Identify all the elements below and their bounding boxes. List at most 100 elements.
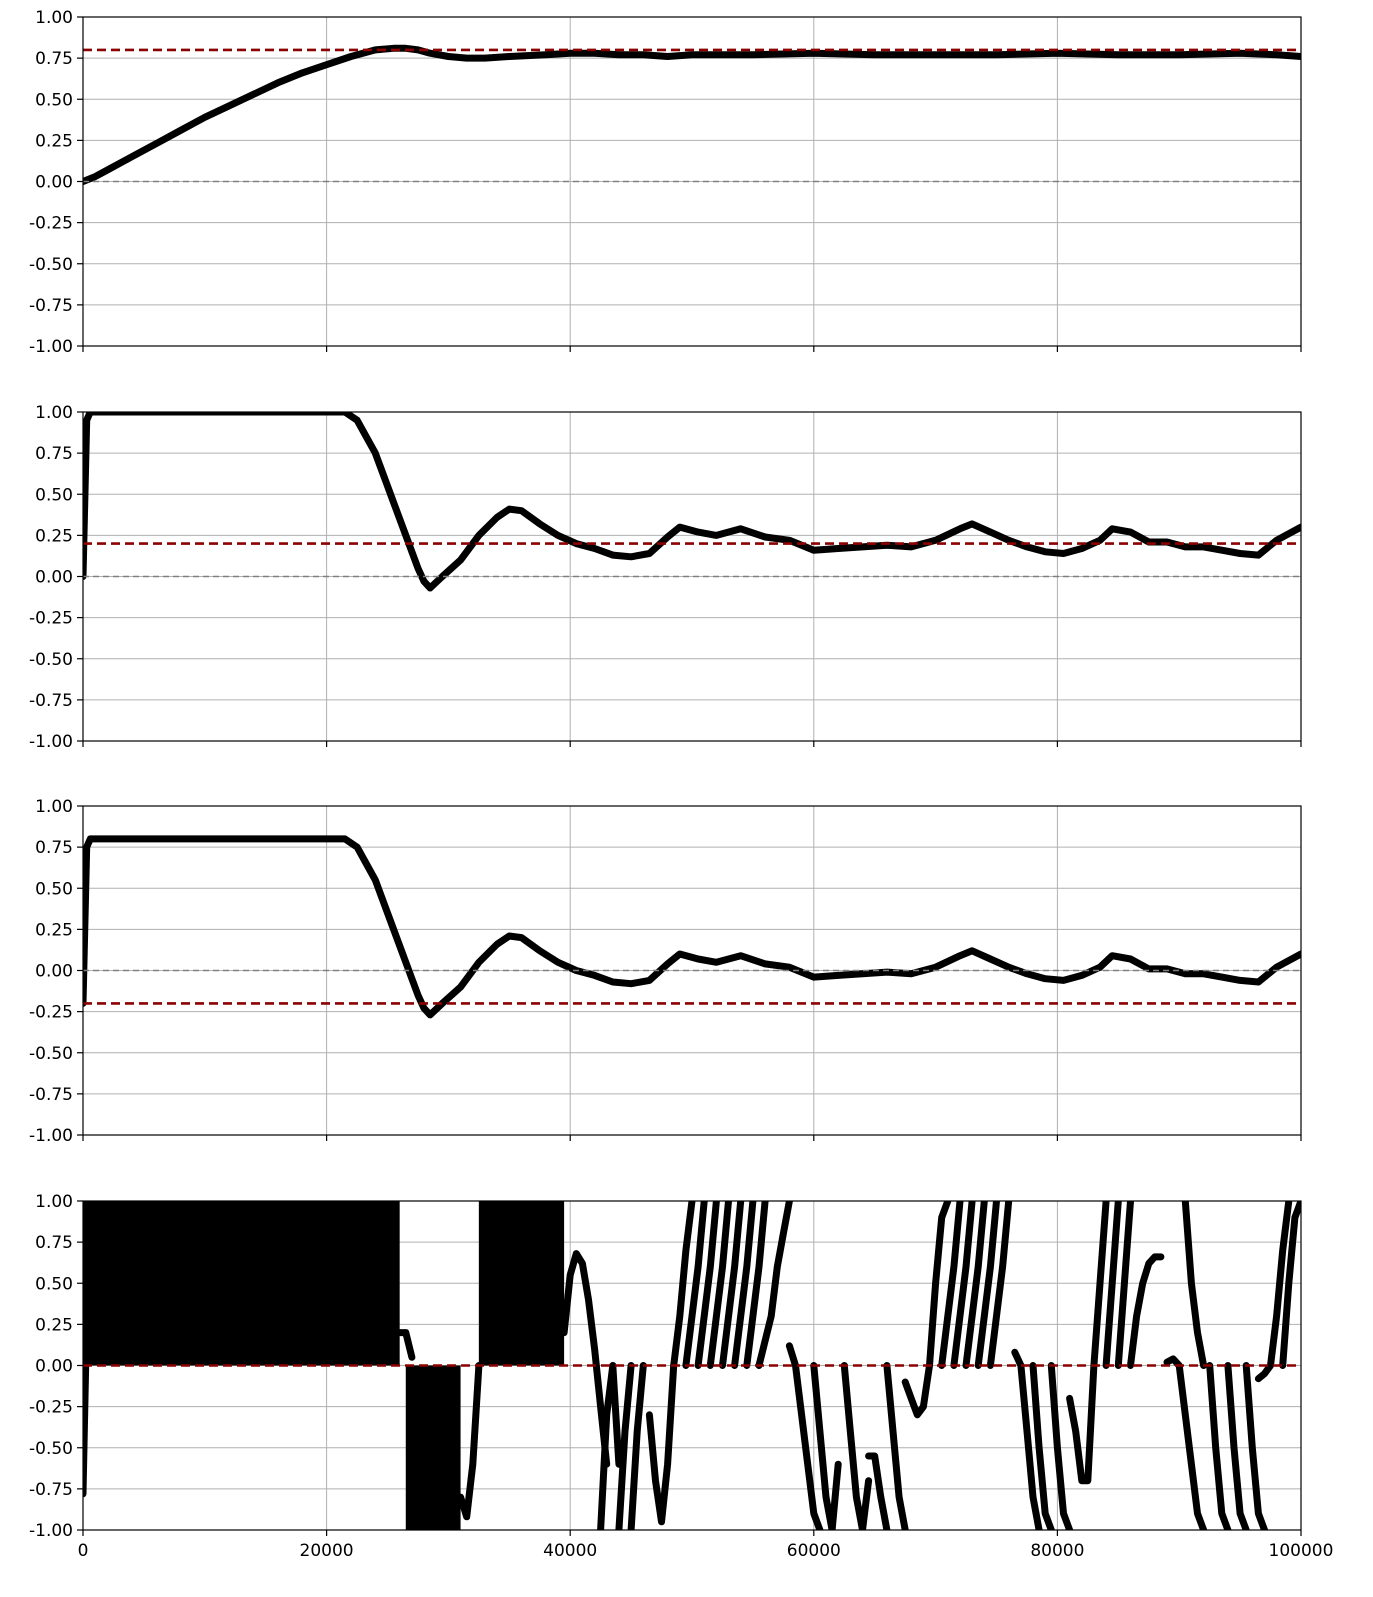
x-tick-label: 20000: [300, 1541, 354, 1561]
series-line: [1224, 1362, 1250, 1530]
series-line: [755, 1201, 793, 1369]
y-tick-label: 1.00: [35, 403, 73, 423]
y-tick-label: -1.00: [29, 732, 73, 752]
y-tick-label: -0.50: [29, 255, 73, 275]
series-line: [810, 1362, 842, 1530]
series-line: [1102, 1201, 1122, 1369]
series-line: [1279, 1201, 1301, 1369]
y-tick-label: -0.75: [29, 296, 73, 316]
dense-band: [405, 1365, 461, 1530]
series-line: [1127, 1253, 1165, 1369]
series-line: [938, 1201, 964, 1369]
y-tick-label: -1.00: [29, 1126, 73, 1146]
panel-2: 1.00 0.75 0.50 0.25 0.00 -0.25 -0.50 -0.75 -1.00: [29, 403, 1302, 752]
series-line: [83, 44, 1301, 185]
y-tick-label: -0.75: [29, 1480, 73, 1500]
plot-area: [83, 412, 1301, 592]
y-tick-label: -1.00: [29, 337, 73, 357]
series-line: [840, 1362, 873, 1530]
y-tick-label: 0.75: [35, 838, 73, 858]
y-tick-label: -0.25: [29, 214, 73, 234]
series-line: [627, 1362, 647, 1530]
panel-1: 1.00 0.75 0.50 0.25 0.00 -0.25 -0.50 -0.75 -1.00: [29, 8, 1302, 357]
series-line: [682, 1201, 708, 1369]
series-line: [1206, 1362, 1232, 1530]
series-line: [926, 1201, 952, 1369]
x-tick-label: 40000: [543, 1541, 597, 1561]
series-line: [1047, 1362, 1074, 1530]
y-tick-label: 0.25: [35, 920, 73, 940]
y-tick-label: 0.50: [35, 485, 73, 505]
y-tick-label: -1.00: [29, 1521, 73, 1541]
series-line: [743, 1201, 769, 1369]
plot-area: [83, 1201, 1301, 1530]
y-tick-label: 0.75: [35, 49, 73, 69]
x-tick-label: 100000: [1269, 1541, 1334, 1561]
series-line: [83, 412, 1301, 592]
series-line: [986, 1201, 1013, 1369]
series-line: [457, 1362, 483, 1521]
y-tick-label: -0.25: [29, 1003, 73, 1023]
series-line: [962, 1201, 988, 1369]
y-tick-label: 1.00: [35, 1192, 73, 1212]
series-line: [883, 1362, 909, 1530]
y-tick-label: -0.50: [29, 1439, 73, 1459]
y-tick-label: 0.50: [35, 879, 73, 899]
panel-4: 1.00 0.75 0.50 0.25 0.00 -0.25 -0.50 -0.75 -1.00…: [29, 1192, 1333, 1561]
series-line: [83, 835, 1301, 1019]
dense-band: [83, 1201, 400, 1366]
x-tick-label: 60000: [787, 1541, 841, 1561]
y-tick-label: 0.25: [35, 131, 73, 151]
series-line: [974, 1201, 1000, 1369]
series-line: [1254, 1201, 1293, 1383]
series-line: [785, 1342, 824, 1530]
y-tick-label: -0.75: [29, 1085, 73, 1105]
series-line: [1163, 1355, 1208, 1530]
series-line: [1114, 1201, 1134, 1369]
y-tick-label: 0.50: [35, 1274, 73, 1294]
y-tick-label: 0.25: [35, 526, 73, 546]
y-tick-label: -0.25: [29, 609, 73, 629]
y-tick-label: 0.00: [35, 173, 73, 193]
series-line: [719, 1201, 745, 1369]
series-line: [731, 1201, 757, 1369]
y-tick-label: 0.00: [35, 568, 73, 588]
y-tick-label: 0.00: [35, 1357, 73, 1377]
series-line: [694, 1201, 720, 1369]
dense-band: [478, 1201, 565, 1366]
y-tick-label: 0.75: [35, 444, 73, 464]
series-line: [670, 1201, 696, 1369]
y-tick-label: -0.25: [29, 1398, 73, 1418]
series-line: [865, 1452, 891, 1530]
series-line: [1066, 1362, 1098, 1485]
series-line: [396, 1329, 416, 1361]
series-line: [597, 1362, 623, 1530]
y-tick-label: 0.75: [35, 1233, 73, 1253]
y-tick-label: -0.50: [29, 1044, 73, 1064]
y-tick-label: 0.00: [35, 962, 73, 982]
y-tick-label: 1.00: [35, 797, 73, 817]
series-line: [950, 1201, 976, 1369]
series-line: [645, 1362, 678, 1526]
series-line: [615, 1362, 635, 1530]
series-line: [901, 1362, 933, 1419]
series-line: [1242, 1362, 1268, 1530]
y-tick-label: -0.75: [29, 691, 73, 711]
panel-3: 1.00 0.75 0.50 0.25 0.00 -0.25 -0.50 -0.75 -1.00: [29, 797, 1302, 1146]
series-line: [1029, 1362, 1055, 1530]
series-line: [1011, 1348, 1043, 1530]
plot-area: [83, 44, 1301, 185]
series-line: [1090, 1201, 1110, 1369]
series-line: [560, 1250, 611, 1468]
plot-area: [83, 835, 1301, 1019]
y-tick-label: 0.25: [35, 1315, 73, 1335]
series-line: [706, 1201, 732, 1369]
y-tick-label: 0.50: [35, 90, 73, 110]
series-line: [1181, 1201, 1208, 1369]
y-tick-label: -0.50: [29, 650, 73, 670]
x-tick-label: 0: [78, 1541, 89, 1561]
y-tick-label: 1.00: [35, 8, 73, 28]
series-line: [83, 1201, 94, 1498]
x-tick-label: 80000: [1030, 1541, 1084, 1561]
